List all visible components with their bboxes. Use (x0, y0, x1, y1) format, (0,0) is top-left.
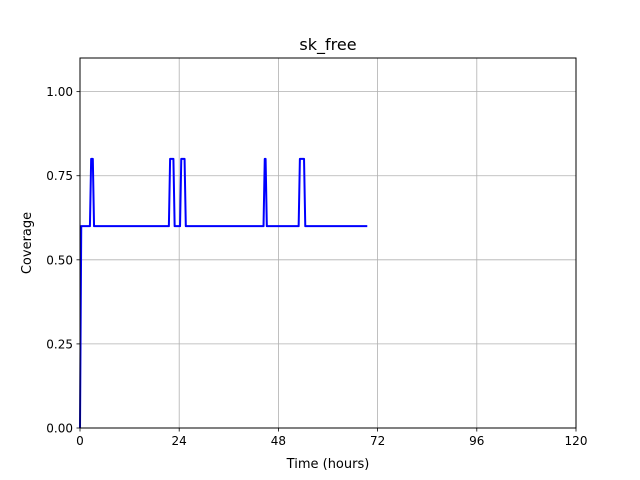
x-tick-label: 120 (565, 434, 588, 448)
x-tick-label: 96 (469, 434, 484, 448)
x-tick-label: 72 (370, 434, 385, 448)
y-tick-label: 0.75 (46, 169, 73, 183)
x-tick-label: 24 (172, 434, 187, 448)
y-axis-label: Coverage (20, 212, 35, 274)
y-axis-ticks: 0.00 0.25 0.50 0.75 1.00 (46, 85, 80, 436)
y-tick-label: 1.00 (46, 85, 73, 99)
y-tick-label: 0.50 (46, 253, 73, 267)
x-tick-label: 48 (271, 434, 286, 448)
x-tick-label: 0 (76, 434, 84, 448)
x-axis-label: Time (hours) (286, 457, 370, 472)
coverage-series-line (79, 157, 368, 429)
chart-title: sk_free (299, 35, 356, 55)
plot-frame (79, 57, 577, 429)
y-tick-label: 0.25 (46, 337, 73, 351)
series-layer (79, 157, 368, 429)
y-tick-label: 0.00 (46, 422, 73, 436)
grid-lines (79, 58, 577, 429)
x-axis-ticks: 0 24 48 72 96 120 (76, 428, 587, 448)
